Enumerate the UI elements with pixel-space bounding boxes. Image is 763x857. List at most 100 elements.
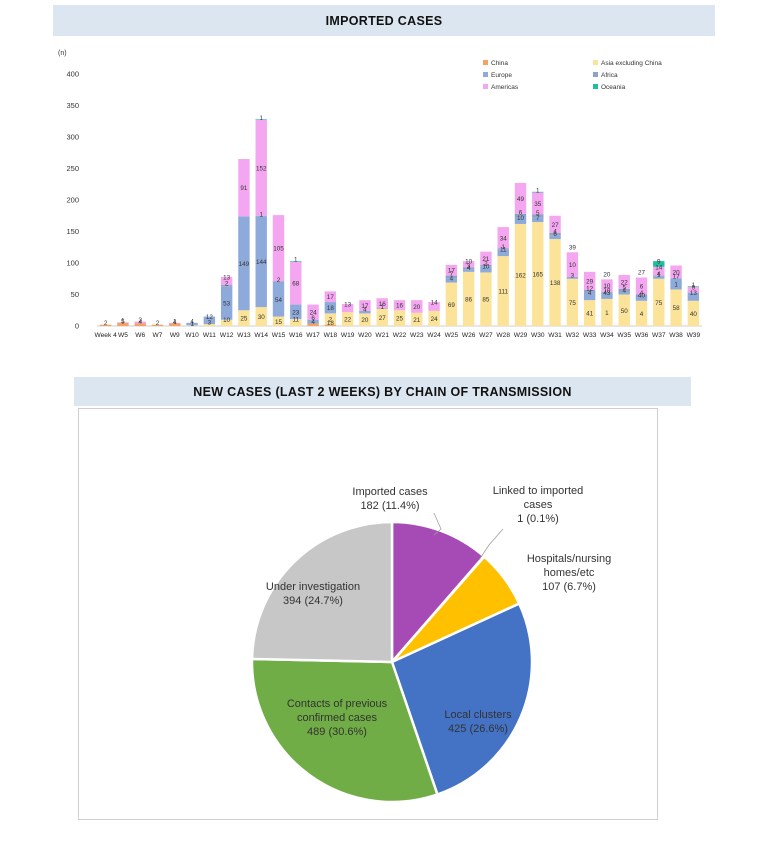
bar-asia-excluding-china-w15 <box>272 316 285 326</box>
bar-europe-w39 <box>687 292 700 301</box>
data-label: 40 <box>638 293 646 300</box>
bar-americas-w35 <box>618 274 630 289</box>
bar-africa-w31 <box>549 232 561 236</box>
bar-asia-excluding-china-w13 <box>238 310 250 326</box>
data-label: 16 <box>379 301 387 308</box>
pie-chart-title: NEW CASES (LAST 2 WEEKS) BY CHAIN OF TRA… <box>74 377 691 406</box>
legend-swatch-europe <box>483 72 488 77</box>
y-tick-label: 50 <box>71 290 79 299</box>
x-tick-label: W30 <box>531 332 545 339</box>
x-tick-label: W23 <box>410 332 424 339</box>
bar-asia-excluding-china-w16 <box>290 319 302 326</box>
data-label: 25 <box>240 316 248 323</box>
y-axis-label: (n) <box>58 50 67 57</box>
bar-asia-excluding-china-w36 <box>635 300 648 326</box>
label-contacts: Contacts of previous confirmed cases 489 (… <box>287 698 388 738</box>
legend-swatch-asia-excluding-china <box>593 60 598 65</box>
bar-europe-w27 <box>480 266 492 273</box>
data-label: 20 <box>413 304 421 311</box>
data-label: 17 <box>448 268 456 275</box>
data-label: 21 <box>413 317 421 324</box>
leader-line-imported <box>433 512 442 536</box>
data-label: 1 <box>294 257 298 264</box>
bar-africa-w29 <box>514 213 527 218</box>
bar-americas-w30 <box>532 192 544 215</box>
bar-americas-w36 <box>635 277 648 295</box>
data-label: 50 <box>621 308 629 315</box>
x-tick-label: W31 <box>548 332 562 339</box>
data-label: 111 <box>498 289 508 296</box>
bar-europe-w10 <box>186 322 198 326</box>
bar-china-w18 <box>324 324 337 326</box>
data-label: 15 <box>275 319 283 326</box>
data-label: 1 <box>380 304 384 311</box>
bar-africa-w33 <box>583 290 596 293</box>
data-label: 18 <box>327 320 335 327</box>
bar-africa-w14 <box>255 215 267 217</box>
bar-americas-w16 <box>290 261 302 305</box>
data-label: 6 <box>519 209 523 216</box>
data-label: 24 <box>431 316 439 323</box>
data-label: 1 <box>501 244 505 251</box>
data-label: 17 <box>327 294 335 301</box>
x-tick-label: W24 <box>427 332 441 339</box>
bar-americas-w13 <box>238 159 250 217</box>
x-tick-label: W12 <box>220 332 234 339</box>
bar-asia-excluding-china-w25 <box>445 282 458 326</box>
x-tick-label: W9 <box>170 332 180 339</box>
bar-europe-w11 <box>203 316 216 325</box>
data-label: 1 <box>259 115 263 122</box>
bar-asia-excluding-china-w11 <box>203 324 216 326</box>
data-label: 24 <box>310 310 318 317</box>
data-label: 2 <box>104 320 108 327</box>
data-label: 85 <box>482 297 490 304</box>
x-tick-label: W21 <box>375 332 389 339</box>
data-label: 4 <box>450 276 454 283</box>
bar-china-w17 <box>307 323 319 326</box>
data-label: 10 <box>603 283 611 290</box>
x-tick-label: W5 <box>118 332 128 339</box>
data-label: 14 <box>655 264 663 271</box>
bar-europe-w28 <box>497 249 509 257</box>
bar-africa-w26 <box>462 267 475 270</box>
x-tick-label: W20 <box>358 332 372 339</box>
data-label: 75 <box>655 300 663 307</box>
bar-europe-w25 <box>445 278 458 283</box>
bar-asia-excluding-china-w12 <box>220 319 233 326</box>
bar-asia-excluding-china-w19 <box>341 312 354 326</box>
bar-americas-w19 <box>341 303 354 313</box>
label-imported-cases: Imported cases 182 (11.4%) <box>352 486 428 512</box>
bar-americas-w23 <box>411 300 423 313</box>
data-label: 12 <box>206 314 214 321</box>
bar-americas-w24 <box>428 302 440 311</box>
data-label: 16 <box>396 303 404 310</box>
x-tick-label: W18 <box>324 332 338 339</box>
x-tick-label: W36 <box>635 332 649 339</box>
data-label: 4 <box>467 265 471 272</box>
x-tick-label: W22 <box>393 332 407 339</box>
bar-americas-w33 <box>583 271 596 291</box>
x-tick-label: W19 <box>341 332 355 339</box>
data-label: 10 <box>517 215 525 222</box>
bar-oceania-w39 <box>687 286 700 287</box>
data-label: 4 <box>190 318 194 325</box>
bar-africa-w25 <box>445 275 458 279</box>
bar-europe-w34 <box>601 292 613 299</box>
label-local-clusters: Local clusters 425 (26.6%) <box>444 709 512 735</box>
bar-oceania-w30 <box>532 191 544 193</box>
bar-americas-w9 <box>169 322 181 324</box>
y-tick-label: 100 <box>66 259 79 268</box>
bar-africa-w28 <box>497 248 509 250</box>
x-tick-label: W35 <box>617 332 631 339</box>
data-label: 20 <box>673 269 681 276</box>
bar-europe-w29 <box>514 217 527 224</box>
bar-africa-w35 <box>618 288 630 292</box>
data-label: 1 <box>657 272 661 279</box>
legend-label-africa: Africa <box>601 72 618 79</box>
bar-europe-w13 <box>238 216 250 311</box>
data-label: 3 <box>571 272 575 279</box>
data-label: 7 <box>536 215 540 222</box>
bar-asia-excluding-china-w31 <box>549 239 561 326</box>
data-label: 25 <box>396 316 404 323</box>
